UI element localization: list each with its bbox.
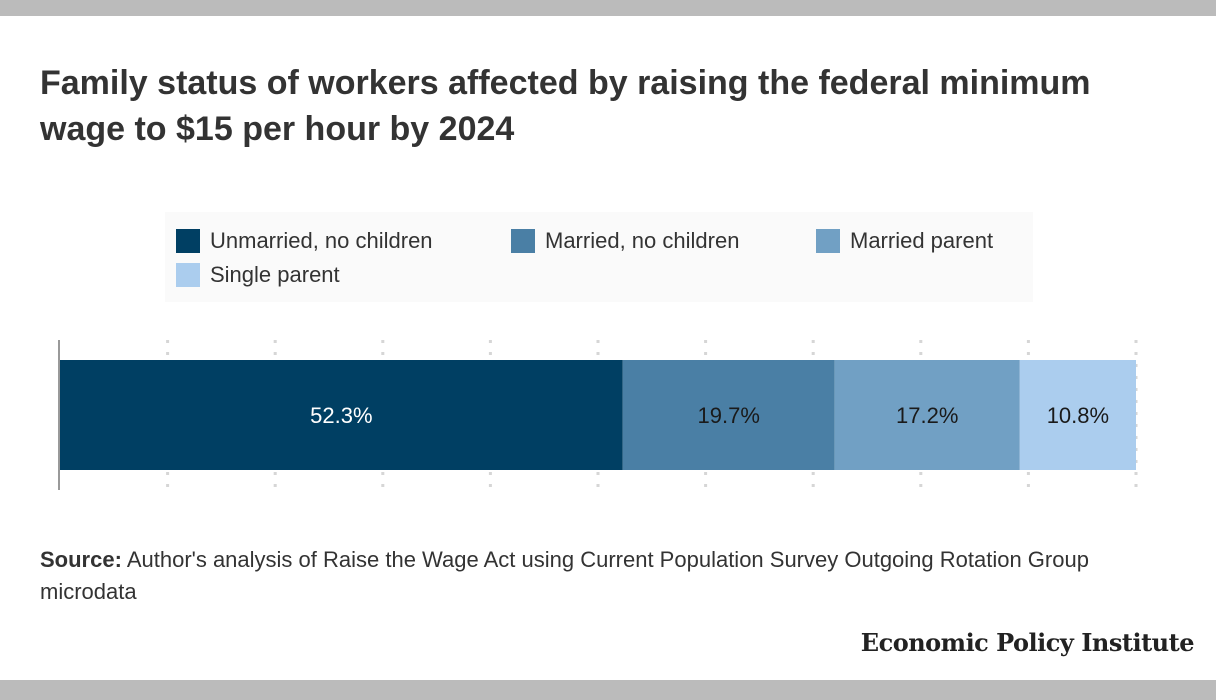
legend: Unmarried, no children Married, no child… [165,212,1033,302]
bar-segment [622,360,835,470]
brand-wordmark: Economic Policy Institute [860,628,1195,657]
top-border [0,0,1216,16]
bar-segment [1019,360,1136,470]
legend-label: Unmarried, no children [210,228,433,253]
legend-swatch [511,229,535,253]
source-text: Author's analysis of Raise the Wage Act … [40,547,1089,604]
legend-label: Married parent [850,228,994,253]
legend-swatch [176,229,200,253]
bar-segment [834,360,1020,470]
chart-title: Family status of workers affected by rai… [40,64,1091,148]
legend-swatch [176,263,200,287]
legend-item-married-no-children: Married, no children [511,228,816,262]
legend-item-single-parent: Single parent [176,262,476,296]
legend-item-unmarried-no-children: Unmarried, no children [176,228,511,262]
stacked-bar-chart: 52.3% 19.7% 17.2% 10.8% [58,340,1138,490]
data-label: 19.7% [698,403,760,428]
legend-label: Single parent [210,262,340,287]
legend-swatch [816,229,840,253]
data-label: 17.2% [896,403,958,428]
legend-label: Married, no children [545,228,740,253]
legend-item-married-parent: Married parent [816,228,1026,262]
data-label: 10.8% [1047,403,1109,428]
legend-row: Unmarried, no children Married, no child… [176,228,1033,262]
source-label: Source: [40,547,122,572]
bottom-border [0,680,1216,700]
bar-segment [60,360,623,470]
source-note: Source: Author's analysis of Raise the W… [40,544,1180,608]
data-label: 52.3% [310,403,372,428]
legend-row: Single parent [176,262,1033,296]
